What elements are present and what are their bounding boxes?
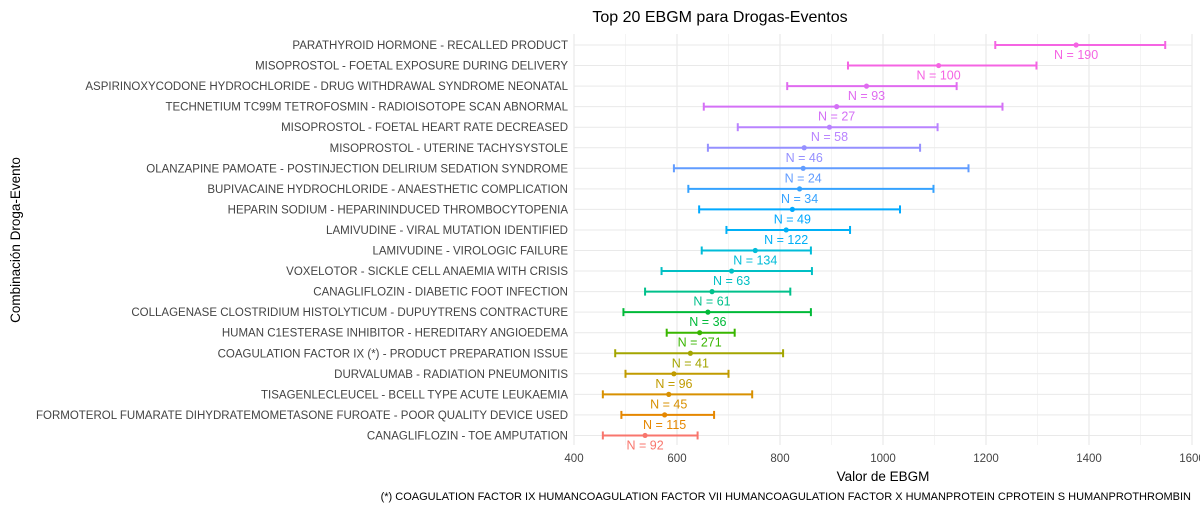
y-tick-label: CANAGLIFLOZIN - TOE AMPUTATION bbox=[367, 430, 568, 442]
x-tick-label: 1600 bbox=[1179, 453, 1200, 465]
n-label: N = 49 bbox=[774, 212, 811, 226]
interval-row: N = 190 bbox=[994, 41, 1167, 62]
y-tick-label: COLLAGENASE CLOSTRIDIUM HISTOLYTICUM - D… bbox=[131, 307, 568, 319]
interval-row: N = 36 bbox=[622, 308, 812, 329]
ebgm-point bbox=[834, 104, 840, 110]
ebgm-point bbox=[796, 186, 803, 192]
ebgm-point bbox=[705, 309, 711, 315]
n-label: N = 58 bbox=[811, 130, 848, 144]
y-axis-labels: PARATHYROID HORMONE - RECALLED PRODUCT MI… bbox=[36, 40, 569, 442]
n-label: N = 93 bbox=[848, 89, 885, 103]
ebgm-point bbox=[642, 432, 648, 439]
ebgm-point bbox=[801, 145, 807, 151]
n-label: N = 63 bbox=[713, 274, 750, 288]
n-label: N = 122 bbox=[764, 233, 808, 247]
ebgm-point bbox=[936, 62, 942, 69]
x-tick-label: 600 bbox=[667, 453, 686, 465]
interval-row: N = 92 bbox=[601, 431, 699, 452]
y-tick-label: LAMIVUDINE - VIROLOGIC FAILURE bbox=[372, 246, 568, 258]
x-tick-label: 1000 bbox=[870, 453, 896, 465]
interval-row: N = 63 bbox=[660, 267, 813, 288]
y-tick-label: FORMOTEROL FUMARATE DIHYDRATEMOMETASONE … bbox=[36, 410, 568, 422]
ebgm-point bbox=[671, 371, 677, 377]
n-label: N = 96 bbox=[655, 377, 692, 391]
y-tick-label: MISOPROSTOL - FOETAL HEART RATE DECREASE… bbox=[281, 122, 568, 134]
interval-row: N = 100 bbox=[846, 61, 1038, 83]
y-tick-label: VOXELOTOR - SICKLE CELL ANAEMIA WITH CRI… bbox=[286, 266, 568, 278]
ebgm-point bbox=[752, 247, 758, 254]
interval-row: N = 115 bbox=[620, 410, 716, 432]
n-label: N = 100 bbox=[917, 69, 961, 83]
y-tick-label: MISOPROSTOL - FOETAL EXPOSURE DURING DEL… bbox=[255, 61, 568, 73]
y-tick-label: OLANZAPINE PAMOATE - POSTINJECTION DELIR… bbox=[146, 163, 568, 175]
n-label: N = 36 bbox=[689, 315, 726, 329]
y-tick-label: TISAGENLECLEUCEL - BCELL TYPE ACUTE LEUK… bbox=[261, 389, 568, 401]
n-label: N = 115 bbox=[643, 418, 686, 432]
n-label: N = 24 bbox=[785, 171, 822, 185]
ebgm-point bbox=[666, 391, 672, 397]
interval-row: N = 93 bbox=[786, 82, 958, 103]
interval-row: N = 49 bbox=[698, 205, 901, 226]
n-label: N = 27 bbox=[818, 110, 855, 124]
interval-row: N = 34 bbox=[687, 184, 935, 206]
interval-row: N = 24 bbox=[672, 164, 970, 185]
x-axis-tick-labels: 400 600 800 1000 1200 1400 1600 bbox=[564, 453, 1200, 465]
y-tick-label: DURVALUMAB - RADIATION PNEUMONITIS bbox=[334, 369, 568, 381]
y-tick-label: MISOPROSTOL - UTERINE TACHYSYSTOLE bbox=[330, 143, 569, 155]
interval-row: N = 58 bbox=[736, 123, 939, 144]
y-tick-label: TECHNETIUM TC99M TETROFOSMIN - RADIOISOT… bbox=[165, 102, 568, 114]
interval-row: N = 134 bbox=[700, 246, 812, 268]
ebgm-point bbox=[1073, 42, 1079, 48]
interval-row: N = 96 bbox=[624, 369, 730, 391]
x-tick-label: 1400 bbox=[1076, 453, 1102, 465]
x-tick-label: 800 bbox=[770, 453, 789, 465]
y-tick-label: CANAGLIFLOZIN - DIABETIC FOOT INFECTION bbox=[313, 287, 568, 299]
n-label: N = 46 bbox=[786, 151, 823, 165]
ebgm-point bbox=[709, 289, 715, 295]
interval-row: N = 27 bbox=[702, 102, 1004, 124]
x-tick-label: 400 bbox=[564, 453, 583, 465]
y-axis-title: Combinación Droga-Evento bbox=[8, 157, 23, 323]
ebgm-point bbox=[826, 124, 833, 130]
interval-row: N = 271 bbox=[665, 328, 736, 350]
interval-row: N = 46 bbox=[706, 143, 922, 165]
y-tick-label: BUPIVACAINE HYDROCHLORIDE - ANAESTHETIC … bbox=[207, 184, 568, 196]
ebgm-point bbox=[783, 227, 789, 233]
ebgm-point bbox=[662, 412, 668, 418]
interval-row: N = 41 bbox=[614, 349, 785, 370]
x-tick-label: 1200 bbox=[973, 453, 999, 465]
n-label: N = 45 bbox=[650, 397, 687, 411]
ebgm-point bbox=[800, 165, 806, 171]
n-label: N = 134 bbox=[733, 254, 777, 268]
ebgm-point bbox=[697, 330, 703, 336]
interval-marks: N = 190 N = 100 N = 93 N = 27 N = 58 N = 46 N … bbox=[601, 41, 1167, 452]
ebgm-point bbox=[863, 83, 870, 89]
n-label: N = 61 bbox=[693, 295, 730, 309]
n-label: N = 92 bbox=[626, 438, 663, 452]
y-tick-label: HEPARIN SODIUM - HEPARININDUCED THROMBOC… bbox=[228, 204, 569, 216]
y-tick-label: LAMIVUDINE - VIRAL MUTATION IDENTIFIED bbox=[326, 225, 568, 237]
interval-row: N = 122 bbox=[725, 225, 852, 247]
y-tick-label: HUMAN C1ESTERASE INHIBITOR - HEREDITARY … bbox=[222, 328, 568, 340]
y-tick-label: PARATHYROID HORMONE - RECALLED PRODUCT bbox=[292, 40, 568, 52]
chart-title: Top 20 EBGM para Drogas-Eventos bbox=[592, 9, 847, 26]
x-axis-title: Valor de EBGM bbox=[837, 469, 930, 484]
y-tick-label: COAGULATION FACTOR IX (*) - PRODUCT PREP… bbox=[218, 348, 569, 360]
y-tick-label: ASPIRINOXYCODONE HYDROCHLORIDE - DRUG WI… bbox=[85, 81, 568, 93]
n-label: N = 271 bbox=[678, 336, 722, 350]
ebgm-point bbox=[728, 268, 735, 274]
n-label: N = 190 bbox=[1054, 48, 1098, 62]
ebgm-point bbox=[687, 350, 693, 356]
chart-caption: (*) COAGULATION FACTOR IX HUMANCOAGULATI… bbox=[381, 491, 1191, 503]
n-label: N = 34 bbox=[781, 192, 818, 206]
interval-row: N = 61 bbox=[644, 287, 792, 309]
ebgm-point bbox=[789, 206, 795, 212]
n-label: N = 41 bbox=[672, 356, 709, 370]
interval-row: N = 45 bbox=[601, 390, 754, 411]
